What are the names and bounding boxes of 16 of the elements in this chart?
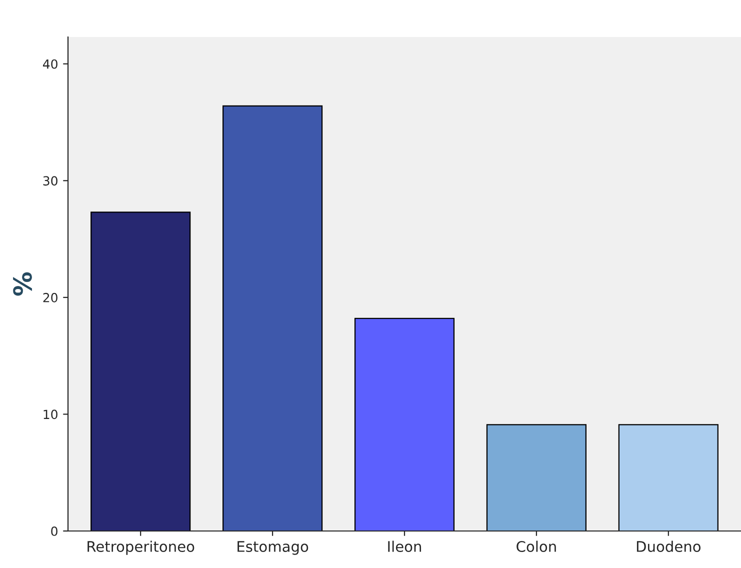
bar	[354, 318, 455, 531]
y-tick-label: 0	[51, 526, 58, 536]
y-tick-label: 20	[43, 292, 58, 302]
y-axis-title: %	[13, 272, 32, 296]
bar	[486, 424, 586, 531]
x-tick-label: Duodeno	[636, 540, 701, 552]
bar	[90, 212, 191, 531]
y-tick-label: 40	[42, 59, 58, 69]
x-tick-label: Retroperitoneo	[88, 540, 194, 555]
y-tick-label: 10	[44, 410, 58, 420]
bar	[222, 105, 323, 531]
x-tick-label: Ileon	[388, 540, 422, 552]
y-tick-label: 30	[43, 176, 58, 186]
x-tick-label: Estomago	[238, 541, 308, 555]
x-tick-label: Colon	[516, 540, 556, 552]
bar	[618, 424, 718, 531]
